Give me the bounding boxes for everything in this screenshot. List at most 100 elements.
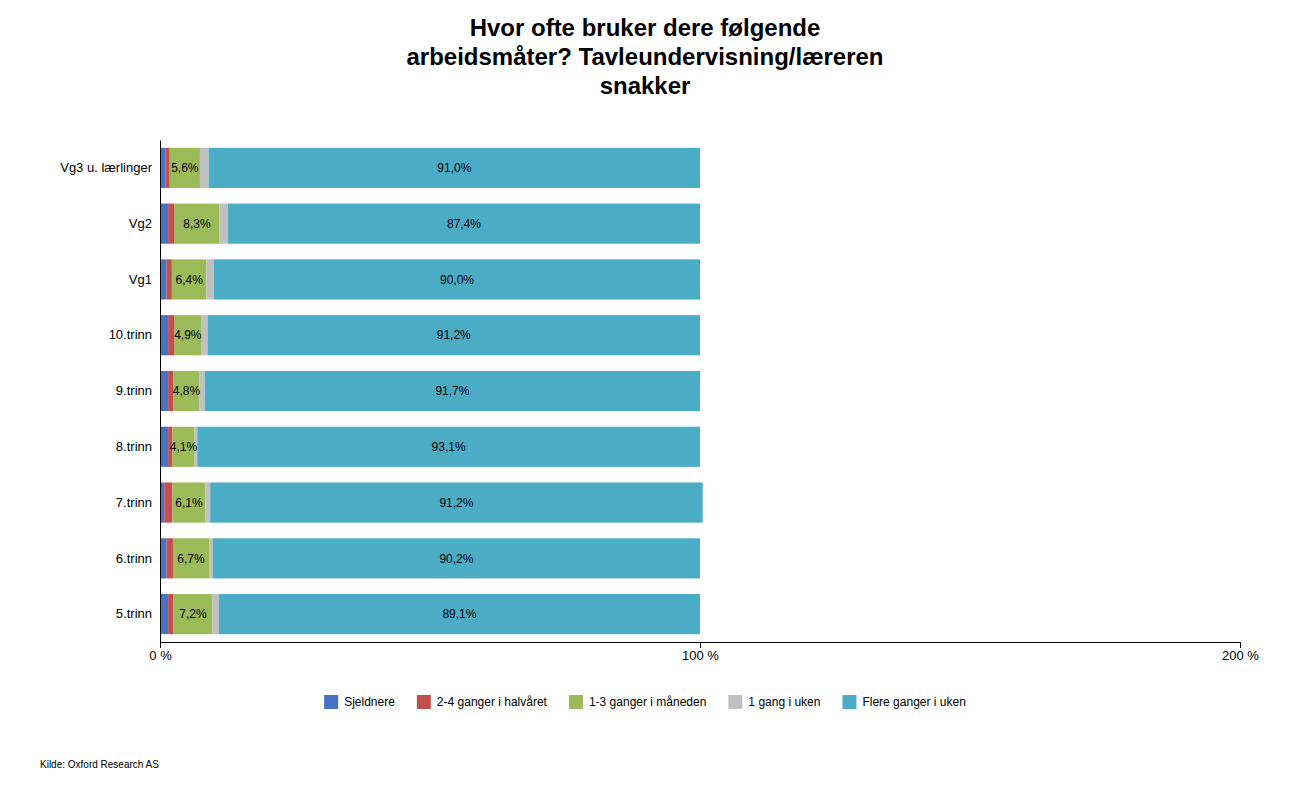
data-label: 8,3% bbox=[183, 217, 211, 231]
bar bbox=[160, 315, 168, 355]
data-label: 6,1% bbox=[175, 496, 203, 510]
tick-label: 7.trinn bbox=[116, 495, 152, 510]
bar bbox=[219, 204, 228, 244]
tick-label: 200 % bbox=[1222, 648, 1259, 663]
data-label: 91,0% bbox=[437, 161, 471, 175]
bar bbox=[172, 482, 205, 522]
tick-mark bbox=[1240, 642, 1241, 648]
tick-label: 10.trinn bbox=[109, 327, 152, 342]
bar bbox=[206, 259, 214, 299]
bar bbox=[205, 482, 210, 522]
tick-label: Vg1 bbox=[129, 272, 152, 287]
data-label: 93,1% bbox=[432, 440, 466, 454]
bar bbox=[213, 538, 700, 578]
tick: Vg2 bbox=[129, 216, 152, 231]
data-label: 91,2% bbox=[437, 328, 471, 342]
annotation: Kilde: Oxford Research AS bbox=[40, 759, 159, 770]
data-label: 90,0% bbox=[440, 273, 474, 287]
bar bbox=[168, 594, 173, 634]
bar bbox=[173, 538, 209, 578]
tick: 9.trinn bbox=[116, 383, 152, 398]
axis-line bbox=[160, 141, 161, 643]
legend: Sjeldnere 2-4 ganger i halvåret 1-3 ganger… bbox=[324, 695, 966, 709]
bar bbox=[208, 315, 700, 355]
bar bbox=[175, 204, 220, 244]
tick: 100 % bbox=[682, 642, 719, 663]
legend-swatch bbox=[569, 695, 583, 709]
bar bbox=[160, 204, 168, 244]
legend-label: 1 gang i uken bbox=[748, 695, 820, 709]
bar bbox=[170, 148, 200, 188]
data-label: 5,6% bbox=[171, 161, 199, 175]
tick-label: Vg3 u. lærlinger bbox=[60, 160, 152, 175]
data-label: 87,4% bbox=[447, 217, 481, 231]
tick: 6.trinn bbox=[116, 550, 152, 565]
bar bbox=[166, 259, 171, 299]
axis-line bbox=[161, 643, 1241, 649]
bar bbox=[201, 315, 207, 355]
tick-label: 5.trinn bbox=[116, 606, 152, 621]
tick-label: 6.trinn bbox=[116, 550, 152, 565]
legend-label: 2-4 ganger i halvåret bbox=[437, 695, 548, 709]
data-labels: 5,6% 8,3% 6,4% 4,9% 4,8% 4,1% 6,1% 6,7% 7,2% 91,0… bbox=[170, 161, 482, 621]
bar bbox=[200, 148, 209, 188]
bars bbox=[160, 148, 703, 634]
legend-label: 1-3 ganger i måneden bbox=[589, 695, 706, 709]
tick-mark bbox=[700, 642, 701, 648]
data-label: 4,9% bbox=[174, 328, 202, 342]
data-label: 89,1% bbox=[442, 607, 476, 621]
data-label: 91,2% bbox=[439, 496, 473, 510]
tick-label: Vg2 bbox=[129, 216, 152, 231]
data-label: 90,2% bbox=[439, 552, 473, 566]
series bbox=[197, 148, 702, 634]
bar bbox=[197, 427, 700, 467]
bar bbox=[219, 594, 700, 634]
bar bbox=[205, 371, 700, 411]
bar bbox=[160, 427, 168, 467]
legend-item: 1-3 ganger i måneden bbox=[569, 695, 706, 709]
tick-label: 0 % bbox=[149, 648, 172, 663]
tick-mark bbox=[160, 642, 161, 648]
legend-label: Flere ganger i uken bbox=[862, 695, 965, 709]
legend-swatch bbox=[842, 695, 856, 709]
legend-item: 1 gang i uken bbox=[728, 695, 820, 709]
bar bbox=[209, 538, 213, 578]
bar bbox=[214, 259, 700, 299]
bar bbox=[199, 371, 204, 411]
bar bbox=[160, 371, 168, 411]
data-label: 4,8% bbox=[173, 384, 201, 398]
bar bbox=[210, 482, 702, 522]
plot: 5,6% 8,3% 6,4% 4,9% 4,8% 4,1% 6,1% 6,7% 7,2% 91,0… bbox=[60, 141, 1259, 664]
bar bbox=[164, 482, 172, 522]
tick: 0 % bbox=[149, 642, 172, 663]
bar bbox=[160, 594, 168, 634]
bar bbox=[174, 594, 213, 634]
bar bbox=[209, 148, 700, 188]
legend-item: Sjeldnere bbox=[324, 695, 395, 709]
data-label: 91,7% bbox=[435, 384, 469, 398]
bar bbox=[228, 204, 700, 244]
tick-label: 100 % bbox=[682, 648, 719, 663]
data-label: 4,1% bbox=[170, 440, 198, 454]
legend-label: Sjeldnere bbox=[344, 695, 395, 709]
bar bbox=[166, 538, 172, 578]
tick: 5.trinn bbox=[116, 606, 152, 621]
data-label: 6,4% bbox=[175, 273, 203, 287]
legend-item: Flere ganger i uken bbox=[842, 695, 965, 709]
bar bbox=[165, 148, 169, 188]
x-axis: 0 % 100 % 200 % bbox=[149, 642, 1259, 663]
chart: Hvor ofte bruker dere følgendearbeidsmåt… bbox=[0, 0, 1290, 792]
data-label: 7,2% bbox=[179, 607, 207, 621]
bar bbox=[212, 594, 218, 634]
tick: 200 % bbox=[1222, 642, 1259, 663]
legend-swatch bbox=[728, 695, 742, 709]
bar bbox=[172, 259, 207, 299]
data-label: 6,7% bbox=[177, 552, 205, 566]
legend-swatch bbox=[417, 695, 431, 709]
title: Hvor ofte bruker dere følgendearbeidsmåt… bbox=[406, 14, 883, 99]
legend-item: 2-4 ganger i halvåret bbox=[417, 695, 548, 709]
tick: Vg3 u. lærlinger bbox=[60, 160, 152, 175]
tick: Vg1 bbox=[129, 272, 152, 287]
y-axis: Vg3 u. lærlinger Vg2 Vg1 10.trinn 9.trinn 8.t… bbox=[60, 141, 160, 643]
tick: 8.trinn bbox=[116, 439, 152, 454]
